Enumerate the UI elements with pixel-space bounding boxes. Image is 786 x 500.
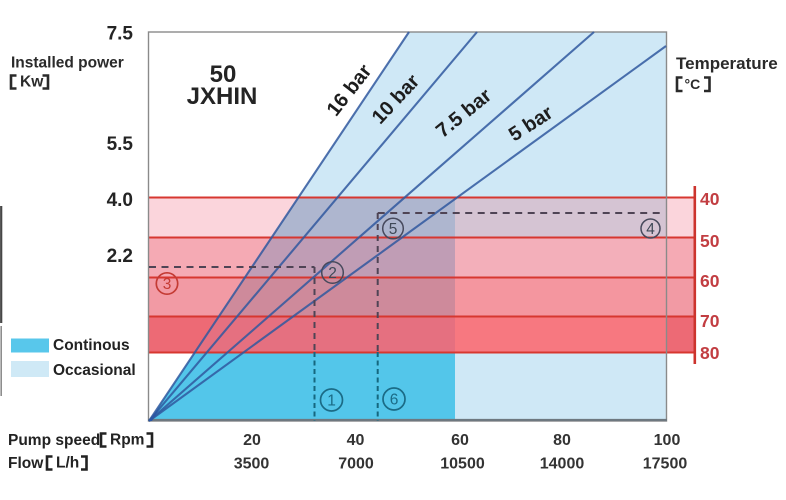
- svg-text:2: 2: [328, 265, 337, 282]
- svg-text:3500: 3500: [234, 456, 270, 473]
- svg-text:°C: °C: [685, 76, 701, 92]
- svg-text:7.5: 7.5: [107, 24, 134, 45]
- svg-text:14000: 14000: [540, 456, 585, 473]
- svg-text:2.2: 2.2: [107, 246, 133, 267]
- svg-text:3: 3: [163, 276, 172, 293]
- svg-text:5.5: 5.5: [107, 134, 134, 155]
- svg-text:60: 60: [451, 432, 469, 449]
- svg-text:100: 100: [654, 432, 681, 449]
- svg-text:Installed power: Installed power: [11, 55, 124, 72]
- svg-text:Occasional: Occasional: [53, 362, 136, 379]
- svg-text:L/h: L/h: [56, 455, 79, 472]
- svg-text:50: 50: [210, 61, 237, 88]
- svg-text:1: 1: [327, 392, 336, 409]
- svg-text:JXHIN: JXHIN: [187, 83, 258, 110]
- svg-text:80: 80: [553, 432, 571, 449]
- svg-text:20: 20: [243, 432, 261, 449]
- svg-text:Continous: Continous: [53, 337, 130, 354]
- svg-text:5: 5: [389, 221, 398, 238]
- svg-text:60: 60: [700, 271, 720, 291]
- svg-text:80: 80: [700, 343, 720, 363]
- svg-text:70: 70: [700, 311, 720, 331]
- svg-text:Temperature: Temperature: [676, 54, 778, 73]
- svg-text:6: 6: [390, 391, 399, 408]
- svg-text:Pump speed: Pump speed: [8, 432, 100, 449]
- svg-text:Kw: Kw: [20, 74, 44, 91]
- svg-text:Rpm: Rpm: [110, 432, 144, 449]
- svg-text:50: 50: [700, 231, 720, 251]
- svg-text:40: 40: [347, 432, 365, 449]
- svg-text:Flow: Flow: [8, 455, 44, 472]
- svg-text:17500: 17500: [643, 456, 688, 473]
- svg-text:4: 4: [646, 221, 655, 238]
- svg-text:7000: 7000: [338, 456, 374, 473]
- svg-text:4.0: 4.0: [107, 190, 133, 211]
- svg-text:40: 40: [700, 189, 720, 209]
- svg-text:10500: 10500: [440, 456, 485, 473]
